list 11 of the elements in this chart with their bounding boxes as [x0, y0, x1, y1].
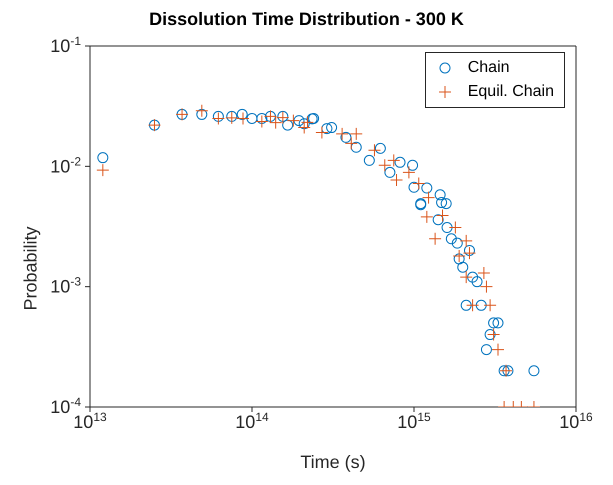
- x-tick-label: 10$^{14}$: [235, 410, 270, 432]
- y-tick-label: 10$^{-3}$: [50, 274, 82, 297]
- x-tick-label: 10$^{16}$: [559, 410, 594, 432]
- y-axis-title: Probability: [20, 226, 40, 311]
- y-tick-label: 10$^{-1}$: [50, 34, 82, 56]
- legend-label: Chain: [468, 59, 510, 77]
- legend-label: Equil. Chain: [468, 83, 554, 101]
- x-tick-label: 10$^{15}$: [397, 410, 432, 432]
- x-axis-title: Time (s): [300, 452, 366, 472]
- y-tick-label: 10$^{-2}$: [50, 154, 82, 176]
- chart-title: Dissolution Time Distribution - 300 K: [148, 8, 465, 30]
